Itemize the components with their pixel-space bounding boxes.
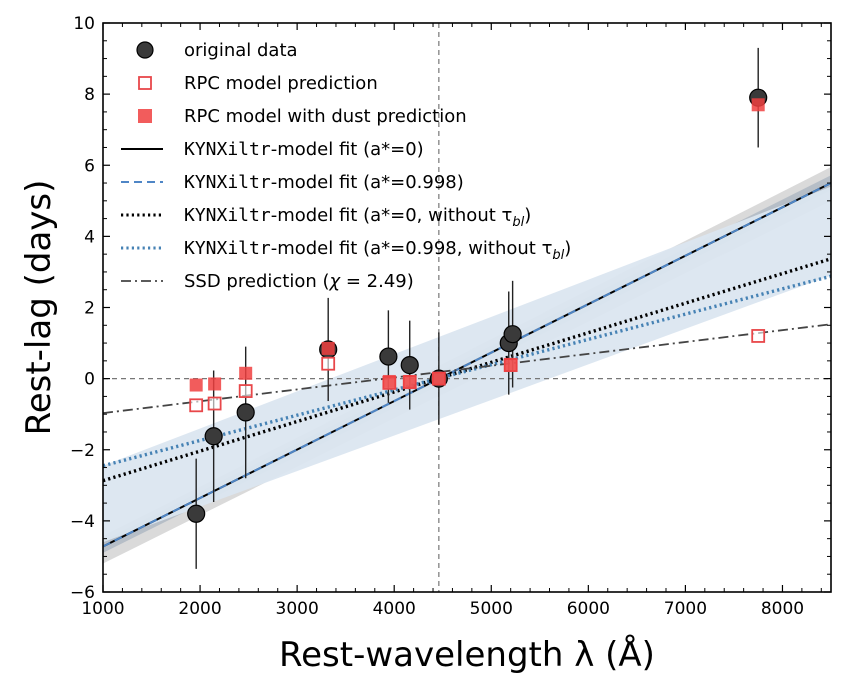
x-tick-label: 2000 (178, 599, 221, 619)
legend-label: RPC model with dust prediction (184, 106, 467, 127)
legend-label: original data (184, 40, 298, 61)
model-lines (103, 182, 831, 548)
legend-text-part: = 2.49) (340, 271, 414, 292)
legend-code-text: KYNXiltr (184, 205, 271, 226)
data-point-5 (400, 356, 419, 375)
legend-entry-7: SSD prediction (χ = 2.49) (121, 271, 414, 292)
data-point-0 (187, 504, 206, 523)
rpc-point-2 (238, 384, 253, 398)
legend-entry-6: KYNXiltr-model fit (a*=0.998, without τb… (121, 238, 571, 263)
legend-label: KYNXiltr-model fit (a*=0.998) (184, 172, 464, 193)
legend-entry-2: RPC model with dust prediction (138, 106, 467, 127)
rpc-point-0 (189, 398, 204, 413)
rpc-dust-point-7 (504, 357, 518, 371)
legend-entry-3: KYNXiltr-model fit (a*=0) (121, 139, 424, 160)
x-tick-label: 8000 (761, 599, 804, 619)
rpc-dust-point-8 (751, 98, 765, 112)
reference-lines (103, 23, 831, 592)
legend-label: SSD prediction (χ = 2.49) (184, 271, 414, 292)
legend-label: KYNXiltr-model fit (a*=0.998, without τb… (184, 238, 571, 263)
data-point-1 (204, 427, 223, 446)
legend-entry-0: original data (136, 40, 298, 61)
legend-text-part: -model fit (a*=0, without τ (271, 205, 513, 226)
x-tick-label: 6000 (567, 599, 610, 619)
legend-filled-square-icon (138, 109, 152, 123)
legend-open-square-icon (138, 76, 152, 90)
legend-text-part: ) (564, 238, 571, 259)
y-tick-label: 10 (73, 14, 95, 34)
fit-line-3 (103, 274, 831, 468)
data-point-4 (379, 347, 398, 366)
legend-text-part: -model fit (a*=0) (271, 139, 424, 160)
legend-code-text: KYNXiltr (184, 139, 271, 160)
fit-line-1 (103, 182, 831, 548)
legend-code-text: KYNXiltr (184, 238, 271, 259)
x-tick-label: 1000 (81, 599, 124, 619)
legend-entry-4: KYNXiltr-model fit (a*=0.998) (121, 172, 464, 193)
y-tick-label: 4 (84, 227, 95, 247)
y-tick-label: 2 (84, 299, 95, 319)
rpc-dust-point-5 (403, 374, 417, 388)
legend-text-part: -model fit (a*=0.998) (271, 172, 464, 193)
rpc-point-1 (207, 396, 222, 411)
y-tick-label: −4 (70, 512, 95, 532)
y-tick-label: 8 (84, 85, 95, 105)
legend-subscript: bl (552, 248, 564, 263)
legend-subscript: bl (512, 215, 524, 230)
legend-code-text: KYNXiltr (184, 172, 271, 193)
rpc-point-3 (321, 356, 336, 371)
x-tick-label: 7000 (664, 599, 707, 619)
fit-line-4 (103, 323, 831, 415)
legend-label: KYNXiltr-model fit (a*=0, without τbl) (184, 205, 531, 230)
legend-text-part: ) (524, 205, 531, 226)
legend: original data RPC model prediction RPC mod… (121, 40, 571, 292)
y-axis-label: Rest-lag (days) (19, 180, 59, 436)
legend-label: KYNXiltr-model fit (a*=0) (184, 139, 424, 160)
data-points (187, 47, 768, 569)
legend-entry-1: RPC model prediction (138, 73, 378, 94)
x-tick-label: 3000 (276, 599, 319, 619)
axis-ticks: 1000 2000 3000 4000 5000 6000 7000 8000 −6 −4 −2 0 2… (70, 14, 831, 619)
legend-text-part: SSD prediction ( (184, 271, 330, 292)
rpc-point-8 (751, 329, 766, 343)
legend-label: RPC model prediction (184, 73, 378, 94)
x-axis-label: Rest-wavelength λ (Å) (279, 634, 655, 675)
y-tick-label: −6 (70, 583, 95, 603)
rpc-dust-point-2 (239, 366, 253, 380)
legend-entry-5: KYNXiltr-model fit (a*=0, without τbl) (121, 205, 531, 230)
rpc-dust-point-3 (321, 341, 335, 355)
rpc-dust-point-4 (382, 374, 396, 388)
legend-circle-icon (136, 41, 154, 59)
x-tick-label: 4000 (373, 599, 416, 619)
data-point-8 (503, 325, 522, 344)
y-tick-label: 0 (84, 370, 95, 390)
y-tick-label: 6 (84, 156, 95, 176)
x-tick-label: 5000 (470, 599, 513, 619)
rpc-dust-point-0 (189, 378, 203, 392)
data-point-2 (236, 403, 255, 422)
legend-math-symbol: χ (329, 271, 342, 292)
y-tick-label: −2 (70, 441, 95, 461)
rpc-dust-point-1 (208, 377, 222, 391)
rpc-dust-point-6 (432, 372, 446, 386)
legend-text-part: -model fit (a*=0.998, without τ (271, 238, 553, 259)
